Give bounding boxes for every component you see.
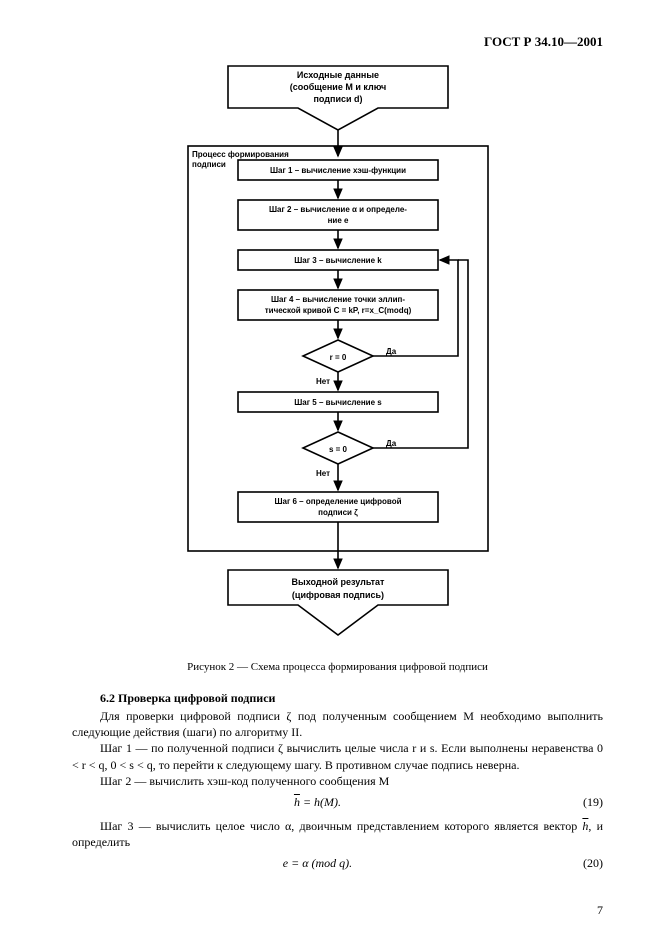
para-step1: Шаг 1 — по полученной подписи ζ вычислит… <box>72 740 603 772</box>
frame-label-2: подписи <box>192 160 226 169</box>
input-block: Исходные данные (сообщение M и ключ подп… <box>228 66 448 130</box>
eq20-text: e = α (mod q). <box>72 856 563 871</box>
eq20-num: (20) <box>563 856 603 871</box>
step3-text: Шаг 3 – вычисление k <box>294 256 382 265</box>
para-step3: Шаг 3 — вычислить целое число α, двоичны… <box>72 818 603 850</box>
decision-s-label: s = 0 <box>328 445 347 454</box>
flowchart-svg: Исходные данные (сообщение M и ключ подп… <box>168 60 508 645</box>
frame-label-1: Процесс формирования <box>192 150 289 159</box>
output-line1: Выходной результат <box>291 577 385 587</box>
decision-s-yes: Да <box>386 439 397 448</box>
decision-r-label: r = 0 <box>329 353 346 362</box>
decision-s-no: Нет <box>315 469 329 478</box>
section-title: 6.2 Проверка цифровой подписи <box>72 691 603 706</box>
doc-id: ГОСТ Р 34.10—2001 <box>72 34 603 50</box>
input-line3: подписи d) <box>313 94 362 104</box>
step6-line2: подписи ζ <box>318 508 358 517</box>
figure-caption: Рисунок 2 — Схема процесса формирования … <box>72 661 603 673</box>
para-step3-a: Шаг 3 — вычислить целое число α, двоичны… <box>100 819 582 833</box>
input-line1: Исходные данные <box>296 70 378 80</box>
page-number: 7 <box>597 903 603 918</box>
input-line2: (сообщение M и ключ <box>289 82 386 92</box>
step5-text: Шаг 5 – вычисление s <box>294 398 382 407</box>
step2-line1: Шаг 2 – вычисление α и определе- <box>269 205 407 214</box>
para-intro: Для проверки цифровой подписи ζ под полу… <box>72 708 603 740</box>
output-block: Выходной результат (цифровая подпись) <box>228 570 448 635</box>
para-step2: Шаг 2 — вычислить хэш-код полученного со… <box>72 773 603 789</box>
step1-text: Шаг 1 – вычисление хэш-функции <box>269 166 405 175</box>
step4-line2: тической кривой C = kP, r=x_C(modq) <box>264 306 411 315</box>
equation-20: e = α (mod q). (20) <box>72 856 603 871</box>
step6-line1: Шаг 6 – определение цифровой <box>274 497 401 506</box>
output-line2: (цифровая подпись) <box>291 590 383 600</box>
decision-r-no: Нет <box>315 377 329 386</box>
step2-line2: ние e <box>327 216 348 225</box>
eq19-num: (19) <box>563 795 603 810</box>
step4-line1: Шаг 4 – вычисление точки эллип- <box>270 295 404 304</box>
equation-19: h = h(M). (19) <box>72 795 603 810</box>
decision-r-yes: Да <box>386 347 397 356</box>
eq19-rhs: = h(M). <box>300 795 341 809</box>
flowchart-figure: Исходные данные (сообщение M и ключ подп… <box>168 60 508 645</box>
